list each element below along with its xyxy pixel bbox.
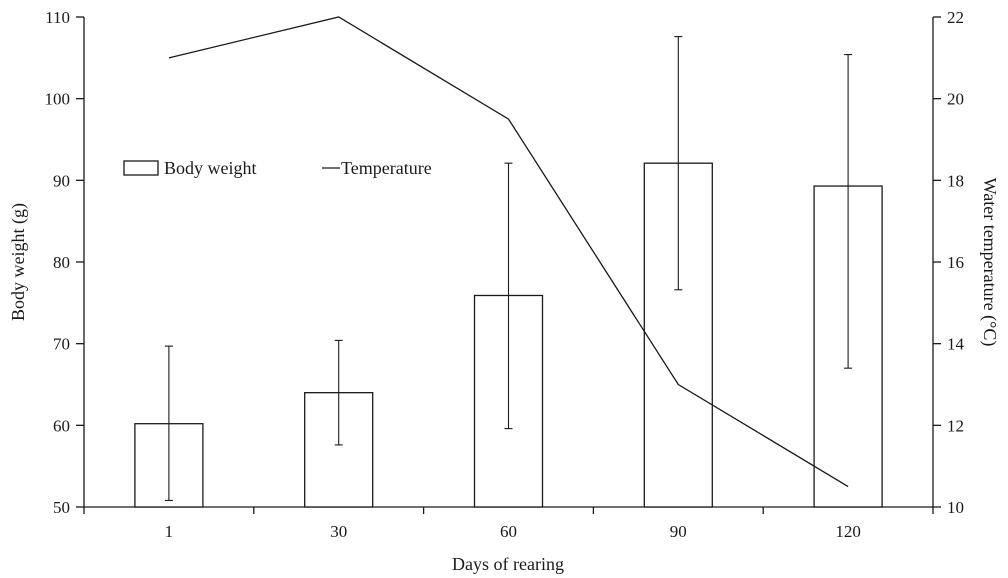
x-ticks: 1 30 60 90 120 — [83, 507, 934, 541]
right-y-tick-label: 16 — [947, 253, 964, 272]
y2-axis-title: Water temperature (°C) — [979, 178, 1000, 347]
x-tick-label: 90 — [670, 522, 687, 541]
left-y-ticks: 50 60 70 80 90 100 110 — [45, 8, 84, 517]
right-y-tick-label: 10 — [947, 498, 964, 517]
x-tick-label: 120 — [835, 522, 861, 541]
x-axis-title: Days of rearing — [452, 554, 564, 574]
left-y-tick-label: 80 — [53, 253, 70, 272]
left-y-tick-label: 100 — [45, 90, 71, 109]
left-y-tick-label: 50 — [53, 498, 70, 517]
temperature-line — [168, 16, 849, 488]
legend: Body weight Temperature — [123, 158, 432, 178]
temperature-series — [168, 16, 849, 488]
legend-bar-swatch — [123, 160, 159, 176]
x-tick-label: 30 — [330, 522, 347, 541]
left-y-tick-label: 70 — [53, 335, 70, 354]
left-y-tick-label: 60 — [53, 416, 70, 435]
error-bars — [164, 36, 853, 502]
left-y-tick-label: 90 — [53, 171, 70, 190]
right-y-tick-label: 20 — [947, 90, 964, 109]
right-y-tick-label: 18 — [947, 171, 964, 190]
x-tick-label: 60 — [500, 522, 517, 541]
legend-label-temperature: Temperature — [341, 158, 432, 178]
right-y-tick-label: 22 — [947, 8, 964, 27]
right-y-ticks: 10 12 14 16 18 20 22 — [933, 8, 965, 517]
x-tick-label: 1 — [165, 522, 174, 541]
right-y-tick-label: 14 — [947, 335, 965, 354]
y-axis-title: Body weight (g) — [8, 203, 29, 321]
right-y-tick-label: 12 — [947, 416, 964, 435]
legend-label-body-weight: Body weight — [164, 158, 257, 178]
left-y-tick-label: 110 — [45, 8, 70, 27]
